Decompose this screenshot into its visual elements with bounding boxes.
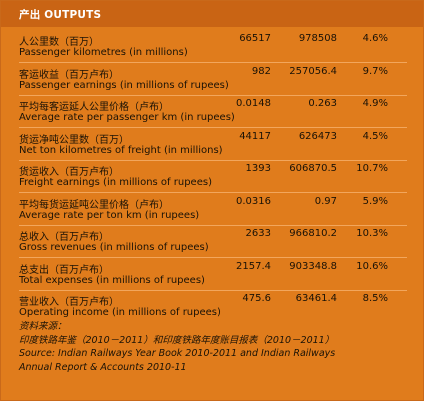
row-value-col3: 4.5% [362, 130, 388, 142]
row-value-col3: 4.9% [362, 98, 388, 109]
row-value-col3: 5.9% [362, 195, 388, 207]
table-row: 货运净吨公里数（百万） Net ton kilometres of freight… [1, 130, 423, 163]
table-row: 营业收入（百万卢布） Operating income (in millions … [1, 293, 423, 325]
section-header: 产出 OUTPUTS [1, 1, 423, 27]
table-row: 客运收益（百万卢布） Passenger earnings (in million… [1, 65, 423, 98]
row-value-col2: 606870.5 [289, 163, 337, 174]
row-divider [19, 257, 407, 258]
row-value-col3: 4.6% [362, 33, 388, 44]
source-note: 资料来源： 印度铁路年鉴（2010－2011）和印度铁路年度账目报表（2010－… [19, 320, 409, 374]
row-label-en: Average rate per ton km (in rupees) [19, 209, 200, 221]
row-value-col3: 10.3% [356, 228, 388, 239]
row-divider [19, 159, 407, 161]
row-label-zh: 人公里数（百万） [19, 37, 99, 48]
source-label: 资料来源： [19, 321, 67, 332]
row-label-zh: 平均每货运延吨公里价格（卢布） [19, 199, 169, 211]
row-value-col2: 63461.4 [295, 293, 337, 304]
row-value-col3: 8.5% [362, 293, 388, 304]
row-value-col2: 978508 [298, 33, 337, 44]
row-value-col1: 982 [251, 65, 271, 77]
section-title: 产出 OUTPUTS [19, 9, 102, 21]
table-row: 总收入（百万卢布） Gross revenues (in millions of … [1, 228, 423, 260]
table-row: 人公里数（百万） Passenger kilometres (in million… [1, 33, 423, 65]
row-value-col1: 0.0148 [236, 98, 271, 109]
row-value-col1: 475.6 [242, 293, 271, 304]
source-reference-zh: 印度铁路年鉴（2010－2011）和印度铁路年度账目报表（2010－2011） [19, 334, 335, 346]
source-reference-en-line1: Source: Indian Railways Year Book 2010-2… [19, 348, 336, 359]
row-value-col2: 626473 [298, 130, 337, 142]
row-value-col1: 66517 [239, 33, 271, 44]
row-value-col2: 0.263 [308, 98, 337, 109]
table-row: 平均每客运延人公里价格（卢布） Average rate per passenge… [1, 98, 423, 130]
row-label-en: Operating income (in millions of rupees) [19, 307, 221, 318]
table-row: 总支出（百万卢布） Total expenses (in millions of … [1, 260, 423, 293]
row-label-en: Average rate per passenger km (in rupees… [19, 112, 235, 123]
row-value-col2: 257056.4 [289, 65, 337, 77]
table-row: 货运收入（百万卢布） Freight earnings (in millions … [1, 163, 423, 195]
row-value-col3: 9.7% [362, 65, 388, 77]
row-label-en: Freight earnings (in millions of rupees) [19, 177, 212, 188]
row-label-en: Gross revenues (in millions of rupees) [19, 242, 209, 253]
row-value-col1: 1393 [245, 163, 271, 174]
row-divider [19, 224, 407, 226]
row-label-zh: 总收入（百万卢布） [19, 232, 109, 243]
row-divider [19, 127, 407, 128]
source-reference-en-line2: Annual Report & Accounts 2010-11 [19, 361, 187, 373]
row-divider [19, 289, 407, 291]
row-label-en: Passenger kilometres (in millions) [19, 47, 188, 58]
row-value-col2: 903348.8 [289, 260, 337, 272]
row-label-zh: 客运收益（百万卢布） [19, 69, 119, 81]
row-value-col2: 0.97 [314, 195, 337, 207]
row-value-col1: 0.0316 [236, 195, 271, 207]
row-value-col2: 966810.2 [289, 228, 337, 239]
row-label-en: Total expenses (in millions of rupees) [19, 274, 205, 286]
row-label-zh: 营业收入（百万卢布） [19, 297, 119, 308]
row-value-col3: 10.7% [356, 163, 388, 174]
row-label-zh: 平均每客运延人公里价格（卢布） [19, 102, 169, 113]
row-label-en: Passenger earnings (in millions of rupee… [19, 79, 229, 91]
row-label-zh: 总支出（百万卢布） [19, 264, 109, 276]
row-label-en: Net ton kilometres of freight (in millio… [19, 144, 223, 156]
row-value-col3: 10.6% [356, 260, 388, 272]
row-divider [19, 62, 407, 63]
row-label-zh: 货运收入（百万卢布） [19, 167, 119, 178]
table-row: 平均每货运延吨公里价格（卢布） Average rate per ton km (… [1, 195, 423, 228]
row-value-col1: 44117 [239, 130, 271, 142]
row-value-col1: 2633 [245, 228, 271, 239]
row-value-col1: 2157.4 [236, 260, 271, 272]
row-divider [19, 192, 407, 193]
row-divider [19, 94, 407, 96]
row-label-zh: 货运净吨公里数（百万） [19, 134, 129, 146]
